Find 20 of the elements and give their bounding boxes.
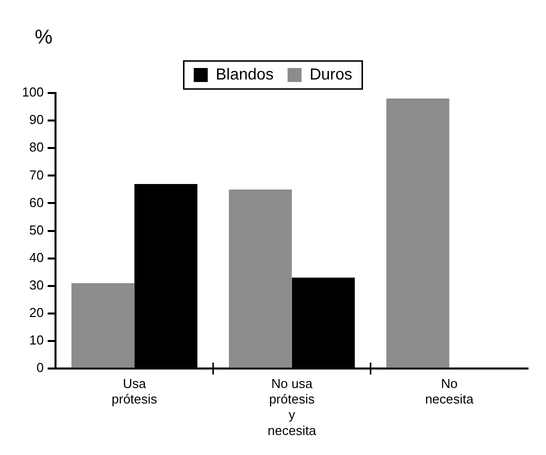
x-tick-label: No necesita xyxy=(425,376,474,407)
bar xyxy=(228,189,292,368)
bar xyxy=(386,98,450,368)
bar xyxy=(71,283,134,368)
y-tick-label: 30 xyxy=(29,278,44,292)
y-tick-label: 70 xyxy=(29,167,44,182)
y-axis-title: % xyxy=(34,26,53,49)
y-tick-label: 100 xyxy=(22,84,44,100)
x-tick-label: Usa prótesis xyxy=(112,376,158,407)
y-tick-label: 20 xyxy=(29,305,44,320)
y-tick-label: 40 xyxy=(29,250,44,265)
y-tick-label: 0 xyxy=(36,360,44,376)
legend-label: Duros xyxy=(310,66,352,84)
x-tick-label: No usa prótesis y necesita xyxy=(268,376,317,438)
y-tick-label: 60 xyxy=(29,194,44,210)
y-tick-label: 80 xyxy=(29,140,44,155)
y-tick-label: 50 xyxy=(29,222,44,238)
y-tick-label: 10 xyxy=(29,332,44,348)
y-tick-label: 90 xyxy=(29,112,44,128)
legend-label: Blandos xyxy=(216,66,274,84)
